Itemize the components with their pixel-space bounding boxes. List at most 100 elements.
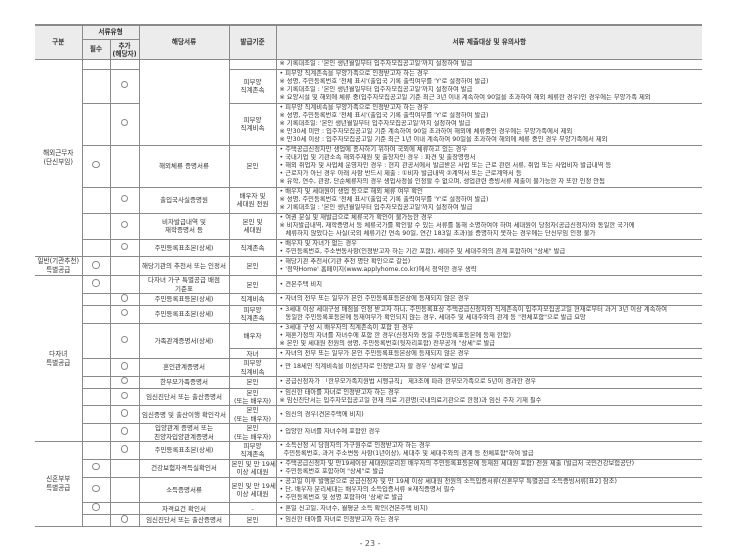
note-line: ※ 임신진단서는 입주자모집공고일 현재 의료 기관명(국내의료기관으로 한정)… bbox=[279, 396, 542, 404]
table-row: 일반(기관추천) 특별공급 해당기관의 추천서 또는 인정서 본인 • 해당기관 추천… bbox=[35, 256, 702, 277]
notes-cell: • 배우자 및 자녀가 없는 경우 • 주민등록번호, 주소변동사항(인정받고자 … bbox=[275, 238, 702, 258]
document-requirements-table: 구분 서류유형 해당서류 발급기준 서류 제출대상 및 유의사항 필수 추가 (… bbox=[35, 24, 702, 527]
document-name: 비자발급내역 및 재학증명서 등 bbox=[138, 212, 230, 240]
optional-mark-cell bbox=[109, 275, 140, 295]
note-line: • 공급신청자가 「한부모가족지원법 시행규칙」 제3조에 따라 한부모가족으로… bbox=[279, 378, 537, 386]
notes-cell: • 해당기관 추천서(기관 추천 명단 확인으로 갈음) • '청약Home' 홈… bbox=[275, 256, 702, 277]
issue-basis: 본인 (또는 배우자) bbox=[228, 387, 277, 407]
optional-mark-cell bbox=[109, 358, 140, 377]
note-line: • 자녀의 전부 또는 일부가 본인 주민등록표등본상에 등재되지 않은 경우 bbox=[279, 295, 470, 303]
required-mark-cell bbox=[81, 423, 111, 442]
issue-basis: - bbox=[228, 502, 277, 516]
required-mark-cell bbox=[81, 144, 111, 188]
issue-basis: 본인 bbox=[228, 275, 277, 295]
note-line: • 견본주택 비치 bbox=[279, 280, 322, 288]
note-line: ※ 기록대조일: '본인 생년월일부터 입주자모집공고일'까지 설정하여 발급 bbox=[279, 120, 471, 128]
note-line: ※ 성명, 주민등록번호 '전체 표시'(출입국 기록 출력여부를 'Y'로 설… bbox=[279, 78, 489, 86]
issue-basis: 본인 bbox=[228, 514, 277, 527]
circle-mark-icon bbox=[120, 80, 129, 89]
issue-basis: 본인 bbox=[228, 144, 277, 188]
page-content: 구분 서류유형 해당서류 발급기준 서류 제출대상 및 유의사항 필수 추가 (… bbox=[35, 24, 702, 527]
note-line: • 3세대 구성 시 배우자의 직계존속이 포함 된 경우 bbox=[279, 323, 414, 331]
notes-cell: • 피부양 직계비속을 부양가족으로 인정받고자 하는 경우 ※ 성명, 주민등록… bbox=[275, 102, 702, 146]
notes-cell: • 공고일 이후 발행분으로 공급신청자 및 만 19세 이상 세대원 전원의 … bbox=[275, 476, 702, 504]
required-mark-cell bbox=[81, 102, 111, 146]
note-line: ※ 기록대조일 : '본인 생년월일부터 입주자모집공고일'까지 설정하여 발급 bbox=[279, 204, 473, 212]
table-row: 피부양 직계존속 • 피부양 직계존속을 부양가족으로 인정받고자 하는 경우 ※ … bbox=[35, 68, 702, 104]
circle-mark-icon bbox=[120, 409, 129, 417]
note-line: ※ 성명, 주민등록번호 '전체 표시'(출입국 기록 출력여부를 'Y'로 설… bbox=[279, 112, 489, 120]
optional-mark-cell bbox=[109, 502, 140, 516]
issue-basis: 직계비속 bbox=[228, 293, 277, 306]
note-line: ※ 기록대조일 : '본인 생년월일부터 입주자모집공고일'까지 설정하여 발급 bbox=[279, 60, 473, 68]
issue-basis: 피부양 직계존속 bbox=[228, 68, 277, 104]
note-line: • 주민등록번호 및 성명 포함하여 '상세'로 발급 bbox=[279, 494, 403, 502]
document-name: 임신증명 및 출산이행 확인각서 bbox=[138, 405, 230, 425]
notes-cell: • 주택공급신청자만 생업에 종사하기 위하여 국외에 체류하고 있는 경우 • … bbox=[275, 144, 702, 188]
notes-cell: • 공급신청자가 「한부모가족지원법 시행규칙」 제3조에 따라 한부모가족으로… bbox=[275, 375, 702, 389]
note-line: • 여권 분실 및 재발급으로 체류국가 확인이 불가능한 경우 bbox=[279, 213, 433, 221]
group-label: 일반(기관추천) 특별공급 bbox=[35, 256, 83, 277]
note-line: • 해당기관 추천서(기관 추천 명단 확인으로 갈음) bbox=[279, 258, 411, 266]
table-row: 가족관계증명서(상세) 배우자 • 3세대 구성 시 배우자의 직계존속이 포함 된… bbox=[35, 322, 702, 360]
table-row: 입양관계 증명서 또는 친양자입양관계증명서 본인 (또는 배우자) • 입양한 자… bbox=[35, 423, 702, 442]
circle-mark-icon bbox=[92, 160, 100, 169]
issue-basis: 본인 bbox=[228, 375, 277, 389]
note-line: • 피부양 직계비속을 부양가족으로 인정받고자 하는 경우 bbox=[279, 103, 429, 111]
required-mark-cell bbox=[81, 458, 111, 478]
note-line: • 주택공급신청자만 생업에 종사하기 위하여 국외에 체류하고 있는 경우 bbox=[279, 146, 468, 154]
notes-cell: • 임신한 태아를 자녀로 인정받고자 하는 경우 ※ 임신진단서는 입주자모집공… bbox=[275, 387, 702, 407]
circle-mark-icon bbox=[92, 261, 100, 269]
optional-mark-cell bbox=[109, 256, 140, 277]
note-line: • 해외 취업자 및 사업체 운영자인 경우 : 현지 관공서에서 발급받은 사… bbox=[279, 162, 612, 170]
notes-cell: • 3세대 구성 시 배우자의 직계존속이 포함 된 경우 • 재혼가정의 자녀를… bbox=[275, 322, 702, 350]
circle-mark-icon bbox=[120, 445, 129, 453]
issue-basis: 배우자 및 세대원 전원 bbox=[228, 186, 277, 214]
note-line: • 국내기업 및 기관소속 해외주재원 및 출장자인 경우 : 파견 및 출장명… bbox=[279, 154, 476, 162]
table-row: 자격요건 확인서 - • 혼일 신고일, 자녀수, 월평균 소득 확인(견본주택 비… bbox=[35, 502, 702, 516]
required-mark-cell bbox=[81, 358, 111, 377]
issue-basis: 본인 및 만 19세 이상 세대원 bbox=[228, 476, 277, 504]
note-line: 주민등록번호, 과거 주소변동 사항(1년이상), 세대주 및 세대주와의 관계… bbox=[279, 450, 534, 458]
note-line: • 단, 배우자 분리세대는 배우자의 소득입증서류 ※재직증명서 필수 bbox=[279, 485, 456, 493]
notes-cell: • 배우자 및 세대원이 생업 등으로 해외 체류 여부 확인 ※ 성명, 주민등… bbox=[275, 186, 702, 214]
notes-cell: • 여권 분실 및 재발급으로 체류국가 확인이 불가능한 경우 ※ 비자발급내역… bbox=[275, 212, 702, 240]
circle-mark-icon bbox=[120, 515, 129, 523]
table-row: 임신진단서 또는 출산증명서 본인 • 임신한 태아를 자녀로 인정받고자 하는 경… bbox=[35, 514, 702, 527]
notes-cell: ※ 기록대조일 : '본인 생년월일부터 입주자모집공고일'까지 설정하여 발급 bbox=[275, 59, 702, 70]
note-line: ※ 만30세 이상 : 입주자모집공고일 기준 최근 1년 이내 계속하여 90… bbox=[279, 136, 608, 144]
document-name: 건강보험자격득실확인서 bbox=[138, 458, 230, 478]
notes-cell: • 주택공급신청자 및 만19세이상 세대원(분리된 배우자의 주민등록표등본에… bbox=[275, 458, 702, 478]
note-line: • 공고일 이후 발행분으로 공급신청자 및 만 19세 이상 세대원 전원의 … bbox=[279, 477, 617, 485]
optional-mark-cell bbox=[109, 293, 140, 306]
optional-mark-cell bbox=[109, 387, 140, 407]
optional-mark-cell bbox=[109, 514, 140, 527]
notes-cell: • 만 18세인 직계비속을 미성년자로 인정받고자 할 경우 '상세'로 발급 bbox=[275, 358, 702, 377]
note-line: • 주택공급신청자 및 만19세이상 세대원(분리된 배우자의 주민등록표등본에… bbox=[279, 460, 635, 468]
issue-basis bbox=[228, 59, 277, 70]
header-required: 필수 bbox=[81, 39, 111, 60]
note-line: • 재혼가정의 자녀를 자녀수에 포함 한 경우(신청자와 동일 주민등록표등본… bbox=[279, 331, 511, 339]
required-mark-cell bbox=[81, 68, 111, 104]
note-line: • 배우자 및 자녀가 없는 경우 bbox=[279, 239, 357, 247]
document-name: 혼인관계증명서 bbox=[138, 358, 230, 377]
circle-mark-icon bbox=[120, 335, 129, 344]
notes-cell: • 견본주택 비치 bbox=[275, 275, 702, 295]
circle-mark-icon bbox=[92, 462, 100, 471]
note-line: ※ 만30세 미만 : 입주자모집공고일 기준 계속하여 90일 초과하여 해외… bbox=[279, 128, 573, 136]
table-row: 임신증명 및 출산이행 확인각서 본인 (또는 배우자) • 임신의 경우(견본주택… bbox=[35, 405, 702, 425]
required-mark-cell bbox=[81, 212, 111, 240]
note-line: • 임신의 경우(견본주택에 비치) bbox=[279, 410, 364, 418]
required-mark-cell bbox=[81, 440, 111, 460]
issue-basis: 본인 및 만 19세 이상 세대원 bbox=[228, 458, 277, 478]
required-mark-cell bbox=[81, 293, 111, 306]
header-document: 해당서류 bbox=[138, 24, 230, 60]
required-mark-cell bbox=[81, 186, 111, 214]
required-mark-cell bbox=[81, 304, 111, 324]
table-row: 신혼부부 특별공급 주민등록표초본(상세) 피부양 직계존속 • 소득산정 시 당첨자… bbox=[35, 440, 702, 527]
issue-basis: 본인 및 세대원 bbox=[228, 212, 277, 240]
circle-mark-icon bbox=[120, 220, 129, 229]
document-name: 주민등록표초본(상세) bbox=[138, 238, 230, 258]
notes-cell: • 자녀의 전부 또는 일부가 본인 주민등록표등본상에 등재되지 않은 경우 bbox=[275, 293, 702, 306]
note-line: 동일한 주민등록표등본에 등재여부가 확인되지 않는 경우, 세대주 및 세대주… bbox=[279, 314, 586, 322]
